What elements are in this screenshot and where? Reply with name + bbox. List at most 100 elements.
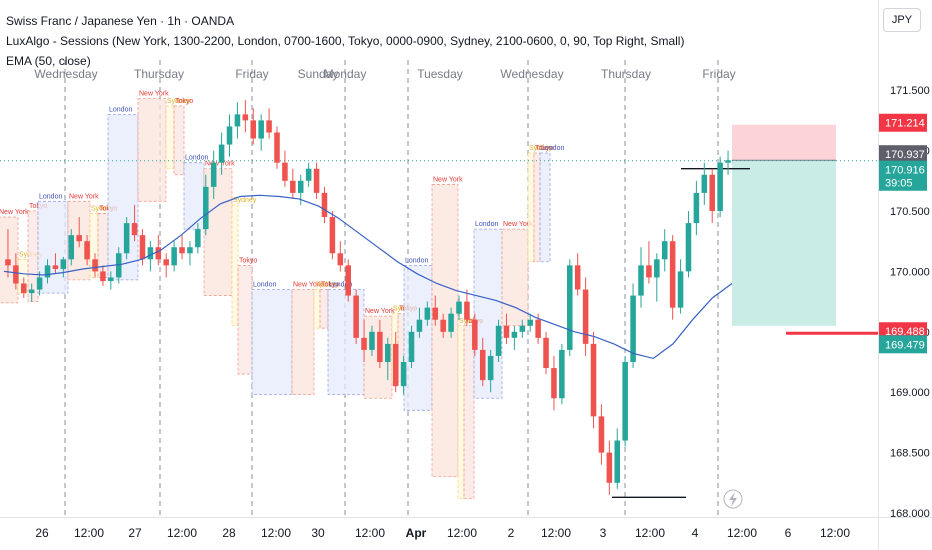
price-tick-label: 168.000 — [890, 508, 930, 520]
candle-body — [115, 253, 122, 278]
session-label-tokyo: Tokyo — [239, 257, 257, 264]
session-box-sydney — [527, 152, 535, 263]
candle-body — [392, 343, 399, 387]
candle-body — [725, 160, 731, 163]
candle-body — [171, 247, 177, 266]
session-box-tokyo — [27, 210, 39, 302]
candle-body — [416, 319, 423, 332]
session-label-london: London — [405, 257, 428, 264]
session-box-tokyo — [237, 264, 253, 375]
session-label-london: London — [185, 155, 208, 162]
sessions-indicator-label[interactable]: LuxAlgo - Sessions (New York, 1300-2200,… — [6, 34, 685, 48]
session-label-new_york: New York — [503, 221, 533, 228]
candle-body — [535, 319, 541, 338]
session-label-london: London — [475, 221, 498, 228]
price-label-box-sl — [879, 113, 927, 132]
time-tick-label: 28 — [222, 526, 236, 540]
candle-body — [345, 265, 351, 296]
candle-body — [385, 343, 391, 362]
session-label-tokyo: Tokyo — [175, 98, 193, 105]
session-box-sydney — [231, 204, 239, 327]
candle-body — [669, 241, 676, 308]
day-label: Monday — [324, 67, 367, 81]
ema-line — [3, 194, 733, 360]
price-label-ema: 169.479 — [885, 339, 925, 351]
price-tick-label: 169.000 — [890, 387, 930, 399]
candle-body — [456, 301, 462, 314]
candle-body — [630, 295, 636, 362]
session-box-new_york — [291, 289, 315, 396]
currency-button[interactable]: JPY — [883, 8, 921, 32]
candle-body — [432, 307, 439, 320]
session-box-sydney — [165, 105, 175, 170]
session-label-tokyo: Tokyo — [535, 145, 553, 152]
candle-body — [527, 319, 533, 326]
candle-body — [297, 180, 304, 193]
ema-indicator-label[interactable]: EMA (50, close) — [6, 54, 91, 68]
time-tick-label: 12:00 — [820, 526, 850, 540]
symbol-title[interactable]: Swiss Franc / Japanese Yen · 1h · OANDA — [6, 14, 235, 28]
stop-loss-zone — [732, 124, 836, 161]
candle-body — [266, 120, 272, 133]
price-label-red: 169.488 — [885, 326, 925, 338]
price-label-last: 170.916 — [885, 165, 925, 177]
price-label-box-ema — [879, 335, 927, 354]
candle-body — [590, 343, 597, 417]
session-label-tokyo: Tokyo — [321, 282, 339, 289]
price-tick-label: 171.500 — [890, 85, 930, 97]
candle-body — [693, 192, 700, 224]
candle-body — [123, 223, 130, 254]
day-label: Wednesday — [34, 67, 97, 81]
candle-body — [139, 235, 146, 260]
candle-body — [551, 368, 557, 399]
candle-body — [519, 325, 526, 332]
candle-body — [440, 319, 446, 332]
candle-body — [424, 307, 431, 320]
session-label-sydney: Sydney — [529, 145, 553, 152]
candle-body — [131, 223, 138, 236]
candle-body — [100, 271, 106, 282]
take-profit-zone — [732, 160, 836, 326]
candle-body — [353, 295, 359, 338]
candle-body — [13, 265, 19, 284]
candle-body — [487, 355, 494, 381]
lightning-icon-glyph — [729, 492, 737, 507]
time-tick-label: 12:00 — [541, 526, 571, 540]
candle-body — [203, 186, 209, 230]
candle-body — [574, 265, 581, 290]
candle-body — [329, 217, 336, 254]
candle-body — [28, 289, 35, 294]
candle-body — [52, 265, 59, 269]
price-tick-label: 168.500 — [890, 448, 930, 460]
day-label: Tuesday — [417, 67, 463, 81]
session-box-sydney — [457, 325, 465, 499]
session-box-london — [183, 162, 205, 230]
candle-body — [495, 325, 502, 356]
candle-body — [92, 259, 98, 272]
candle-body — [179, 247, 185, 254]
session-box-london — [539, 152, 551, 263]
candle-body — [210, 162, 217, 187]
candle-body — [321, 192, 328, 218]
day-label: Friday — [702, 67, 735, 81]
session-box-sydney — [313, 289, 321, 329]
candle-body — [661, 241, 668, 260]
candle-body — [155, 247, 162, 260]
time-tick-label: 12:00 — [167, 526, 197, 540]
price-tick-label: 170.000 — [890, 266, 930, 278]
candle-body — [464, 301, 470, 320]
candle-body — [44, 265, 51, 278]
session-label-london: London — [329, 282, 352, 289]
candle-body — [709, 174, 715, 211]
session-label-london: London — [541, 145, 564, 152]
session-label-sydney: Sydney — [315, 282, 339, 289]
time-tick-label: 27 — [128, 526, 142, 540]
session-label-london: London — [253, 282, 276, 289]
candle-body — [400, 362, 407, 387]
candle-body — [369, 331, 375, 350]
time-tick-label: 4 — [692, 526, 699, 540]
candle-body — [218, 144, 225, 163]
session-box-new_york — [203, 168, 233, 296]
candle-body — [606, 452, 613, 483]
